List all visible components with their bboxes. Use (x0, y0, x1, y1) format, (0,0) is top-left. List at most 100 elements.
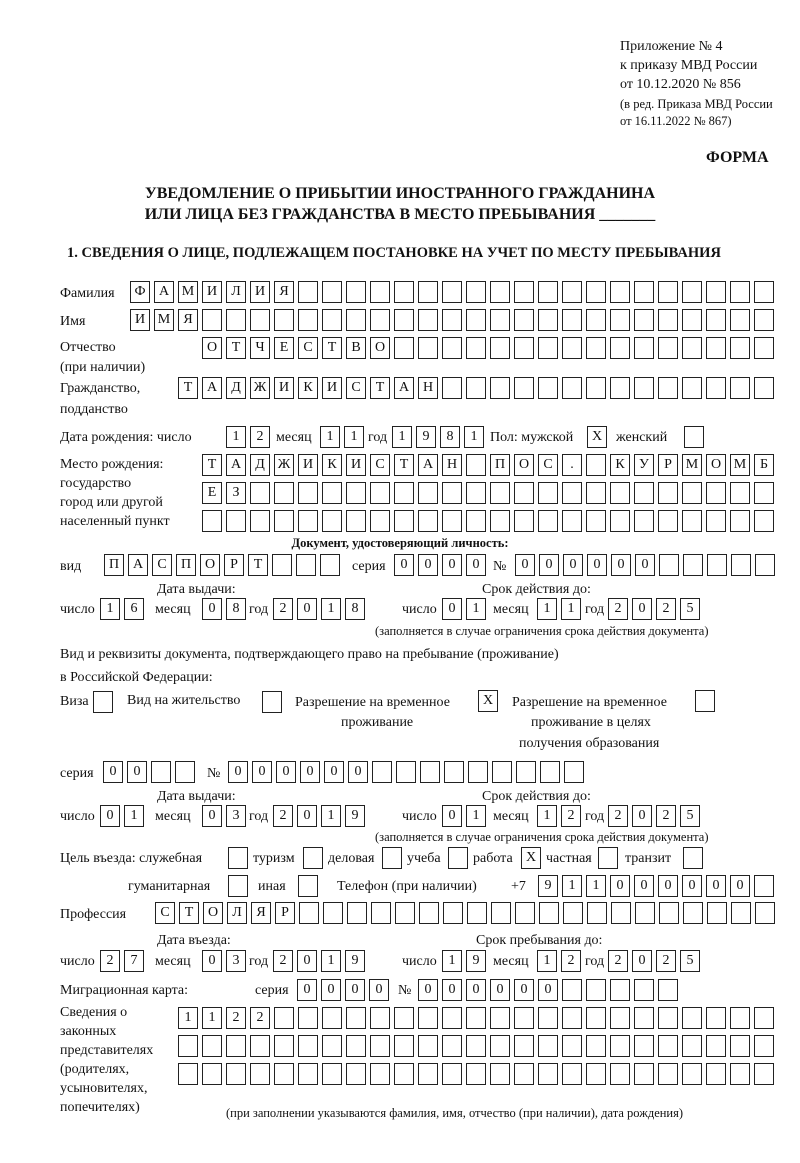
char-box[interactable]: 0 (127, 761, 147, 783)
char-box[interactable]: 0 (706, 875, 726, 897)
char-box[interactable] (444, 761, 464, 783)
char-box[interactable]: 0 (538, 979, 558, 1001)
char-box[interactable]: 0 (490, 979, 510, 1001)
char-box[interactable] (250, 309, 270, 331)
char-box[interactable] (754, 482, 774, 504)
char-box[interactable]: 2 (561, 805, 581, 827)
char-box[interactable]: 0 (539, 554, 559, 576)
char-box[interactable] (419, 902, 439, 924)
char-box[interactable] (320, 554, 340, 576)
char-box[interactable]: А (418, 454, 438, 476)
char-box[interactable] (490, 1063, 510, 1085)
char-box[interactable]: Д (250, 454, 270, 476)
char-box[interactable] (610, 482, 630, 504)
char-box[interactable]: X (478, 690, 498, 712)
char-box[interactable] (298, 510, 318, 532)
char-box[interactable]: М (154, 309, 174, 331)
char-box[interactable] (466, 1063, 486, 1085)
char-box[interactable] (706, 337, 726, 359)
char-box[interactable] (682, 337, 702, 359)
char-box[interactable] (298, 281, 318, 303)
char-box[interactable] (682, 1063, 702, 1085)
char-box[interactable]: 2 (656, 805, 676, 827)
char-box[interactable]: 0 (297, 598, 317, 620)
char-box[interactable]: 0 (348, 761, 368, 783)
char-box[interactable] (539, 902, 559, 924)
char-box[interactable] (730, 337, 750, 359)
char-box[interactable] (371, 902, 391, 924)
char-box[interactable] (370, 482, 390, 504)
purpose-humanitarian-checkbox[interactable] (228, 875, 248, 897)
char-box[interactable] (610, 281, 630, 303)
char-box[interactable] (420, 761, 440, 783)
trp-checkbox[interactable]: X (478, 690, 498, 712)
char-box[interactable]: О (370, 337, 390, 359)
char-box[interactable] (706, 482, 726, 504)
char-box[interactable] (346, 281, 366, 303)
char-box[interactable] (178, 1063, 198, 1085)
char-box[interactable] (514, 1007, 534, 1029)
char-box[interactable] (418, 1035, 438, 1057)
char-box[interactable] (706, 1063, 726, 1085)
char-box[interactable]: 0 (345, 979, 365, 1001)
char-box[interactable] (226, 309, 246, 331)
char-box[interactable] (418, 510, 438, 532)
char-box[interactable]: 1 (561, 598, 581, 620)
char-box[interactable]: 0 (394, 554, 414, 576)
char-box[interactable]: 5 (680, 598, 700, 620)
char-box[interactable] (322, 309, 342, 331)
char-box[interactable] (370, 1035, 390, 1057)
char-box[interactable] (514, 1035, 534, 1057)
char-box[interactable]: 1 (537, 598, 557, 620)
char-box[interactable] (755, 554, 775, 576)
char-box[interactable] (682, 510, 702, 532)
char-box[interactable]: 8 (440, 426, 460, 448)
char-box[interactable] (540, 761, 560, 783)
char-box[interactable] (707, 554, 727, 576)
char-box[interactable] (274, 510, 294, 532)
char-box[interactable]: 1 (392, 426, 412, 448)
char-box[interactable]: 1 (124, 805, 144, 827)
char-box[interactable] (151, 761, 171, 783)
char-box[interactable] (587, 902, 607, 924)
char-box[interactable] (226, 1063, 246, 1085)
char-box[interactable]: 0 (514, 979, 534, 1001)
char-box[interactable] (658, 377, 678, 399)
char-box[interactable] (323, 902, 343, 924)
char-box[interactable]: 0 (418, 554, 438, 576)
char-box[interactable] (370, 510, 390, 532)
char-box[interactable]: 0 (252, 761, 272, 783)
char-box[interactable] (586, 1007, 606, 1029)
char-box[interactable]: Я (274, 281, 294, 303)
char-box[interactable] (754, 377, 774, 399)
char-box[interactable] (563, 902, 583, 924)
char-box[interactable] (394, 337, 414, 359)
char-box[interactable] (466, 281, 486, 303)
char-box[interactable] (634, 979, 654, 1001)
char-box[interactable] (658, 482, 678, 504)
char-box[interactable]: 0 (610, 875, 630, 897)
char-box[interactable]: К (610, 454, 630, 476)
char-box[interactable] (610, 1035, 630, 1057)
char-box[interactable] (448, 847, 468, 869)
char-box[interactable] (634, 377, 654, 399)
char-box[interactable] (562, 1035, 582, 1057)
char-box[interactable] (634, 309, 654, 331)
char-box[interactable]: Ч (250, 337, 270, 359)
char-box[interactable]: 0 (300, 761, 320, 783)
char-box[interactable]: 0 (103, 761, 123, 783)
char-box[interactable] (468, 761, 488, 783)
purpose-tourism-checkbox[interactable] (303, 847, 323, 869)
char-box[interactable]: 1 (320, 426, 340, 448)
char-box[interactable] (322, 1035, 342, 1057)
char-box[interactable] (466, 510, 486, 532)
